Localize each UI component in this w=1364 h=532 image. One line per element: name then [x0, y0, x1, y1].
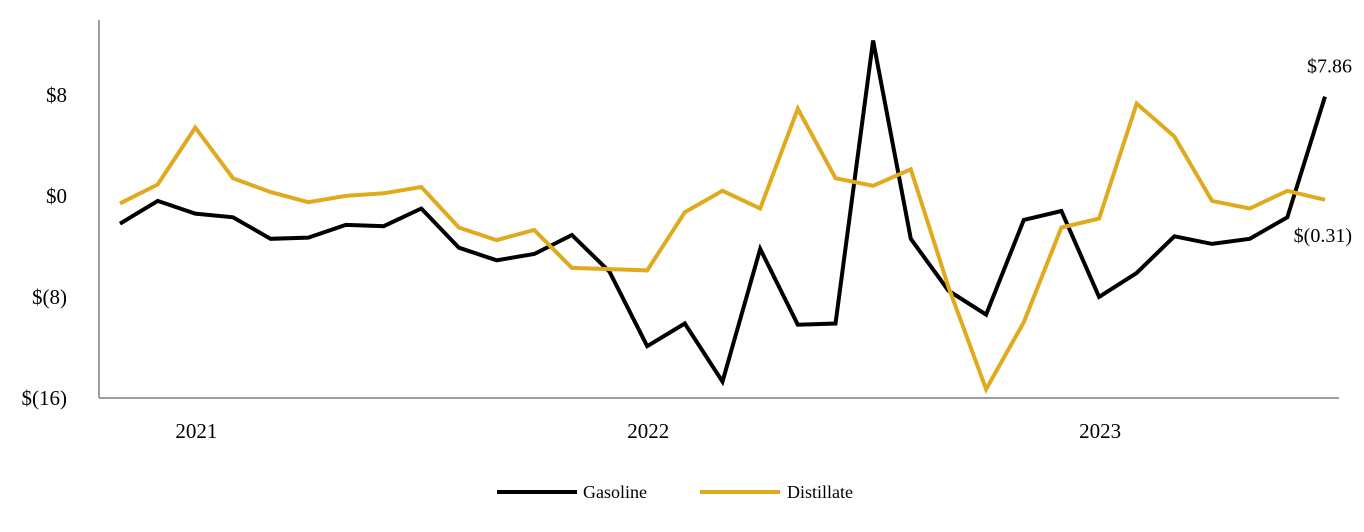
x-tick-labels: 2021 2022 2023 — [175, 419, 1121, 443]
y-tick-label: $8 — [46, 83, 67, 107]
end-value-label-distillate: $(0.31) — [1294, 225, 1352, 247]
x-tick-label: 2022 — [627, 419, 669, 443]
series-line-distillate — [119, 100, 1326, 394]
end-value-label-gasoline: $7.86 — [1307, 56, 1352, 78]
y-tick-labels: $8 $0 $(8) $(16) — [22, 83, 68, 410]
legend: Gasoline Distillate — [497, 482, 853, 502]
y-tick-label: $0 — [46, 184, 67, 208]
legend-label-distillate: Distillate — [787, 482, 853, 502]
legend-label-gasoline: Gasoline — [583, 482, 647, 502]
chart-axes — [98, 20, 1339, 399]
x-tick-label: 2023 — [1079, 419, 1121, 443]
series-line-gasoline — [118, 40, 1327, 387]
end-value-labels: $7.86 $(0.31) — [1294, 56, 1352, 247]
y-tick-label: $(8) — [32, 285, 67, 309]
series-lines — [118, 40, 1327, 394]
y-tick-label: $(16) — [22, 386, 68, 410]
x-tick-label: 2021 — [175, 419, 217, 443]
